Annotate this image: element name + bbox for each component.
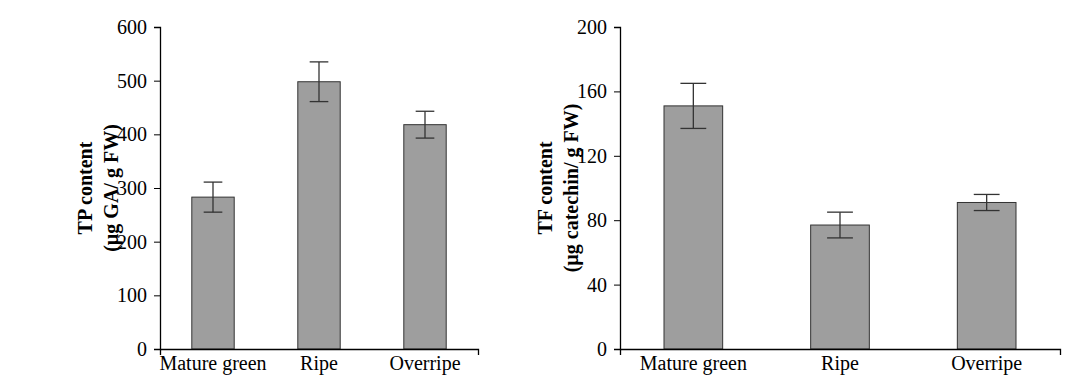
tick: 120 [577, 145, 620, 167]
error-bar [416, 111, 435, 138]
tick-label: 80 [587, 209, 607, 231]
tick: Mature green [159, 349, 266, 375]
error-bar [204, 182, 223, 212]
error-bar [827, 212, 853, 238]
tick-label: 500 [117, 70, 147, 92]
error-bar-line [974, 210, 1000, 211]
tick-mark [614, 27, 620, 28]
axis-title: TP content [74, 141, 96, 234]
tick-label: 40 [587, 274, 607, 296]
tick-label: Ripe [821, 352, 859, 375]
tick: 40 [587, 274, 620, 296]
error-bar [680, 83, 706, 128]
error-bar-line [827, 237, 853, 238]
chart-panel: 0 100 200 300 400 500 600 Mature green Ripe Overr… [74, 16, 479, 375]
error-bar-line [310, 61, 329, 62]
error-bar-line [212, 182, 213, 212]
axis-title: TF content [534, 141, 556, 234]
bar [957, 202, 1016, 349]
tick: 160 [577, 80, 620, 102]
error-bar-line [204, 211, 223, 212]
error-bar-line [416, 137, 435, 138]
axis-line [614, 28, 621, 350]
tick: Overripe [389, 349, 460, 375]
tick-mark [154, 27, 160, 28]
tick: 200 [117, 231, 160, 253]
error-bar-line [693, 83, 694, 128]
error-bar-line [974, 194, 1000, 195]
error-bar-line [839, 212, 840, 238]
y-axis: 0 40 80 120 160 200 [577, 16, 621, 360]
tick: 0 [597, 338, 620, 360]
error-bar-line [680, 83, 706, 84]
axis-title: (µg GA/ g FW) [100, 124, 123, 252]
tick-label: 0 [137, 338, 147, 360]
tick-mark [614, 91, 620, 92]
plot-area [192, 62, 446, 349]
x-axis: Mature green Ripe Overripe [159, 349, 478, 375]
tick-label: Overripe [389, 352, 460, 375]
tick-label: 200 [577, 16, 607, 38]
chart-panel: 0 40 80 120 160 200 Mature green Ripe Overripe TF… [534, 16, 1061, 375]
error-bar-line [424, 111, 425, 138]
bar [404, 125, 446, 349]
error-bar [974, 194, 1000, 210]
tick-label: Mature green [159, 352, 266, 375]
axis-title: (µg catechin/ g FW) [560, 104, 583, 273]
tick-mark [154, 242, 160, 243]
tick-label: 100 [117, 284, 147, 306]
tick-label: Overripe [951, 352, 1022, 375]
error-bar [310, 62, 329, 102]
bar [298, 82, 340, 349]
bar [192, 197, 234, 349]
error-bar-line [827, 211, 853, 212]
tick: 500 [117, 70, 160, 92]
y-axis: 0 100 200 300 400 500 600 [117, 16, 161, 360]
tick-mark [154, 349, 160, 350]
tick-mark [614, 285, 620, 286]
tick-mark [614, 220, 620, 221]
tick-mark [154, 295, 160, 296]
tick-mark [154, 188, 160, 189]
error-bar-line [416, 111, 435, 112]
tick: 100 [117, 284, 160, 306]
tick: 80 [587, 209, 620, 231]
axis-line [154, 28, 161, 350]
tick-mark [154, 134, 160, 135]
error-bar-line [680, 128, 706, 129]
tick: Mature green [640, 349, 747, 375]
plot-area [664, 83, 1016, 349]
tick-label: 160 [577, 80, 607, 102]
tick: 300 [117, 177, 160, 199]
tick: 400 [117, 123, 160, 145]
x-axis: Mature green Ripe Overripe [621, 349, 1061, 375]
tick: Ripe [821, 349, 859, 375]
tick: Ripe [300, 349, 338, 375]
tick-mark [614, 156, 620, 157]
error-bar-line [986, 194, 987, 210]
tick-mark [154, 81, 160, 82]
error-bar-line [204, 181, 223, 182]
tick-label: Ripe [300, 352, 338, 375]
tick-label: 0 [597, 338, 607, 360]
tick: Overripe [951, 349, 1022, 375]
tick: 600 [117, 16, 160, 38]
tick-mark [614, 349, 620, 350]
tick-label: 600 [117, 16, 147, 38]
tick-label: Mature green [640, 352, 747, 375]
tick: 200 [577, 16, 620, 38]
tick: 0 [137, 338, 160, 360]
error-bar-line [318, 62, 319, 102]
figure: 0100200300400500600Mature greenRipeOverr… [0, 0, 1084, 378]
error-bar-line [310, 101, 329, 102]
bar [811, 225, 870, 349]
bar [664, 106, 723, 349]
